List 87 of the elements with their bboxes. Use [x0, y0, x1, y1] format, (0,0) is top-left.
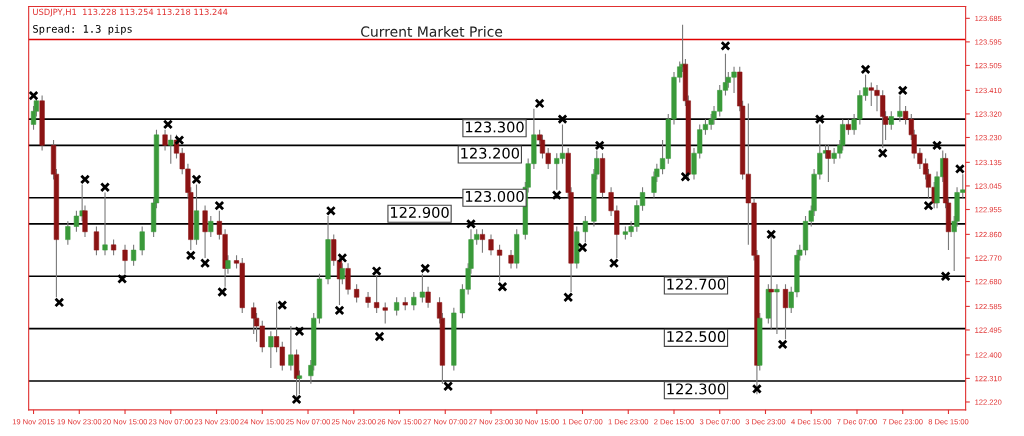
point: [174, 135, 185, 146]
point: [497, 281, 508, 292]
candlestick: [162, 129, 168, 152]
point: [557, 114, 568, 125]
point: [294, 326, 305, 337]
candlestick: [508, 249, 514, 269]
candlestick: [202, 205, 208, 259]
candlestick: [394, 296, 400, 317]
point: [162, 119, 173, 130]
candlestick: [354, 283, 360, 304]
point: [534, 98, 545, 109]
point: [214, 200, 225, 211]
candlestick: [497, 244, 503, 283]
candlestick: [122, 244, 128, 275]
candlestick: [345, 262, 351, 296]
point: [99, 182, 111, 193]
point: [777, 339, 788, 350]
point: [814, 114, 825, 125]
point: [680, 171, 691, 182]
candlestick: [365, 291, 371, 309]
candlestick: [208, 215, 214, 238]
candlestick: [102, 191, 108, 256]
point: [374, 331, 385, 342]
candlestick: [131, 244, 137, 267]
candlestick: [897, 95, 903, 123]
point: [720, 40, 731, 51]
candlestick: [411, 291, 417, 311]
point: [766, 229, 777, 240]
point: [325, 205, 336, 216]
point: [191, 174, 202, 185]
candlestick: [268, 330, 274, 369]
point: [608, 258, 620, 269]
candlestick: [651, 170, 657, 199]
point: [420, 263, 431, 274]
candlestick: [888, 110, 894, 131]
candlestick: [782, 283, 789, 340]
candlestick: [425, 286, 431, 309]
candlestick: [488, 233, 494, 256]
point: [940, 271, 951, 282]
ref-line-label: Current Market Price: [361, 26, 503, 37]
candlestick: [251, 301, 257, 335]
point: [79, 174, 91, 185]
candlestick: [73, 210, 79, 233]
point: [54, 297, 65, 308]
point: [465, 218, 477, 229]
point: [185, 250, 196, 261]
point: [577, 242, 588, 253]
candlestick: [419, 273, 425, 304]
point: [923, 200, 934, 211]
candlestick: [774, 283, 780, 335]
point: [897, 85, 908, 96]
point: [563, 292, 574, 303]
point: [954, 163, 965, 174]
point: [877, 148, 888, 159]
point: [931, 140, 943, 151]
ref-line-label: 123.200: [461, 147, 520, 159]
point: [371, 265, 382, 277]
point: [277, 300, 288, 311]
point: [217, 286, 228, 298]
point: [751, 383, 762, 394]
candlestick: [374, 275, 380, 314]
point: [860, 64, 871, 75]
point: [291, 394, 302, 405]
ref-line-label: 123.300: [465, 121, 524, 133]
ref-line-label: 122.900: [391, 206, 449, 218]
point: [28, 90, 39, 101]
point: [594, 140, 605, 151]
candlestick: [93, 225, 99, 256]
ref-line-label: 122.300: [667, 383, 726, 395]
point: [200, 258, 211, 269]
point: [443, 381, 454, 392]
candlestick: [582, 215, 588, 243]
candlestick: [65, 220, 71, 246]
text: Spread: 1.3 pips: [33, 24, 132, 35]
point: [117, 273, 128, 284]
ref-line-label: 122.700: [667, 278, 726, 290]
candlestick: [139, 225, 145, 256]
ref-line-label: 123.000: [465, 190, 524, 202]
point: [334, 305, 345, 316]
candlestick: [288, 325, 294, 372]
candlestick: [168, 134, 174, 165]
point: [551, 190, 562, 201]
point: [337, 252, 348, 264]
ref-line-label: 122.500: [667, 331, 726, 343]
candlestick: [479, 228, 485, 254]
chart-title: USDJPY,H1 113.228 113.254 113.218 113.244: [33, 8, 228, 17]
candlestick: [382, 301, 388, 324]
